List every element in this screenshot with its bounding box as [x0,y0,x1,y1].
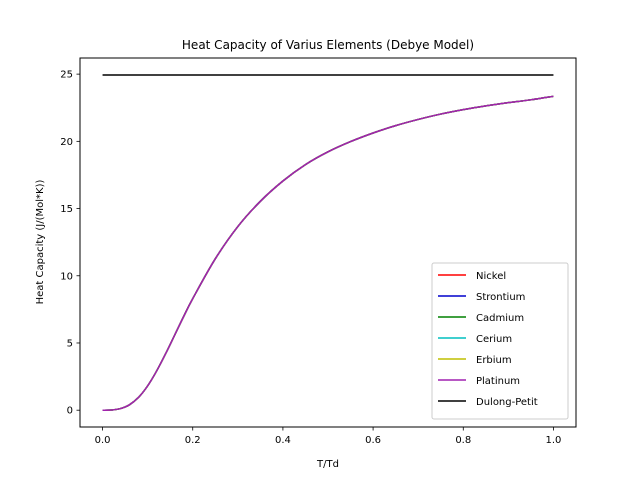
legend-label: Dulong-Petit [476,397,538,408]
plot-lines [102,74,554,411]
legend-label: Platinum [476,376,520,387]
x-tick-label: 0.8 [455,435,471,446]
x-tick-label: 0.4 [275,435,291,446]
series-line-platinum [102,95,554,411]
legend-label: Nickel [476,271,506,282]
x-tick-label: 0.6 [365,435,381,446]
y-axis-ticks: 0 5 10 15 20 25 [60,70,80,417]
chart-title: Heat Capacity of Varius Elements (Debye … [182,38,474,52]
y-tick-label: 5 [67,338,73,349]
legend-label: Cerium [476,334,512,345]
legend-label: Cadmium [476,313,524,324]
y-tick-label: 10 [60,271,73,282]
y-tick-label: 20 [60,137,73,148]
legend-label: Erbium [476,355,512,366]
x-tick-label: 0.2 [185,435,201,446]
legend: Nickel Strontium Cadmium Cerium Erbium Platin… [431,262,569,420]
legend-label: Strontium [476,292,525,303]
x-tick-label: 0.0 [95,435,111,446]
x-axis-label: T/Td [316,459,339,470]
y-tick-label: 25 [60,70,73,81]
plot-frame [79,57,577,428]
x-tick-label: 1.0 [546,435,562,446]
x-axis-ticks: 0.0 0.2 0.4 0.6 0.8 1.0 [95,427,562,446]
y-tick-label: 15 [60,204,73,215]
y-axis-label: Heat Capacity (J/(Mol*K)) [35,180,46,305]
y-tick-label: 0 [67,406,73,417]
